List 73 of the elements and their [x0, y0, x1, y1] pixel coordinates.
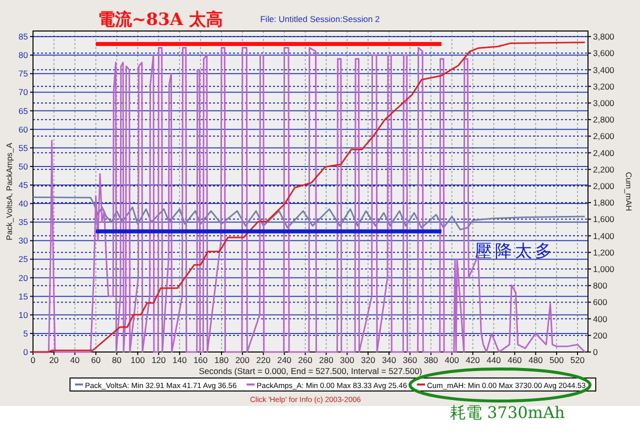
x-axis-title: Seconds (Start = 0.000, End = 527.500, Interval = 527.500): [198, 366, 422, 376]
x-tick-label: 520: [570, 355, 585, 365]
y-tick-label: 5: [23, 328, 28, 338]
y2-tick-label: 3,400: [593, 64, 615, 75]
x-tick-label: 200: [235, 355, 250, 365]
y-tick-label: 60: [18, 124, 28, 134]
y2-tick-label: 3,800: [593, 32, 615, 42]
y2-tick-label: 3,200: [593, 81, 615, 92]
ref-line-label: 壓降太多: [474, 241, 555, 262]
x-tick-label: 300: [340, 355, 355, 365]
x-tick-label: 400: [444, 355, 460, 365]
y2-tick-label: 2,400: [593, 148, 615, 158]
y2-tick-label: 2,800: [593, 114, 615, 125]
y2-tick-label: 3,600: [593, 48, 615, 58]
y-tick-label: 80: [18, 50, 28, 60]
x-tick-label: 480: [528, 355, 543, 365]
y-tick-label: 55: [18, 142, 28, 153]
y2-tick-label: 1,400: [593, 230, 615, 241]
y-tick-label: 85: [18, 32, 28, 42]
y-tick-label: 40: [18, 198, 28, 209]
y2-tick-label: 800: [593, 280, 608, 291]
y-tick-label: 45: [18, 180, 28, 190]
y2-tick-label: 1,600: [593, 214, 615, 224]
y-tick-label: 0: [23, 347, 28, 357]
x-tick-label: 140: [172, 355, 187, 365]
y-tick-label: 15: [18, 291, 28, 302]
x-tick-label: 180: [214, 355, 229, 365]
x-tick-label: 100: [130, 355, 146, 365]
x-tick-label: 0: [30, 355, 36, 365]
x-tick-label: 60: [91, 355, 101, 365]
y2-tick-label: 2,000: [593, 180, 615, 191]
y2-tick-label: 400: [593, 314, 608, 324]
x-tick-label: 500: [549, 355, 564, 365]
y-tick-label: 25: [18, 254, 28, 264]
x-tick-label: 80: [112, 355, 122, 365]
line-series: [32, 196, 586, 230]
y2-tick-label: 1,800: [593, 198, 615, 208]
x-tick-label: 460: [508, 355, 522, 365]
x-tick-label: 280: [319, 355, 334, 365]
y-tick-label: 75: [18, 68, 28, 79]
x-tick-label: 380: [424, 355, 438, 365]
y2-tick-label: 1,200: [593, 247, 615, 258]
y-tick-label: 70: [18, 87, 28, 98]
y-axis-title: Pack_VoltsA, PackAmps_A: [5, 142, 14, 240]
y2-tick-label: 3,000: [593, 98, 615, 108]
y-tick-label: 35: [18, 217, 28, 228]
x-tick-label: 120: [152, 355, 166, 365]
x-tick-label: 260: [298, 355, 313, 365]
y-tick-label: 30: [18, 236, 28, 246]
y2-tick-label: 0: [593, 347, 598, 357]
x-tick-label: 320: [361, 355, 376, 365]
y-tick-label: 10: [18, 310, 28, 320]
y2-tick-label: 200: [593, 330, 608, 340]
x-tick-label: 220: [256, 355, 271, 365]
x-tick-label: 40: [70, 355, 80, 365]
x-tick-label: 340: [382, 355, 396, 365]
y2-tick-label: 2,600: [593, 131, 615, 142]
y2-axis-title: Cum_mAH: [624, 172, 633, 212]
text: 耗電 3730mAh: [450, 403, 565, 422]
y-tick-label: 50: [18, 161, 28, 172]
y-tick-label: 65: [18, 106, 28, 116]
x-tick-label: 20: [49, 355, 59, 365]
x-tick-label: 360: [402, 355, 418, 365]
y2-tick-label: 2,200: [593, 164, 615, 174]
y2-tick-label: 600: [593, 297, 608, 308]
x-tick-label: 160: [193, 355, 208, 365]
chart-title: File: Untitled Session:Session 2: [260, 14, 380, 24]
y-tick-label: 20: [18, 272, 28, 283]
x-tick-label: 440: [486, 355, 502, 365]
y2-tick-label: 1,000: [593, 264, 615, 274]
x-tick-label: 240: [277, 355, 292, 365]
x-tick-label: 420: [466, 355, 480, 365]
ref-line-label: 電流~83A 太高: [98, 10, 223, 30]
